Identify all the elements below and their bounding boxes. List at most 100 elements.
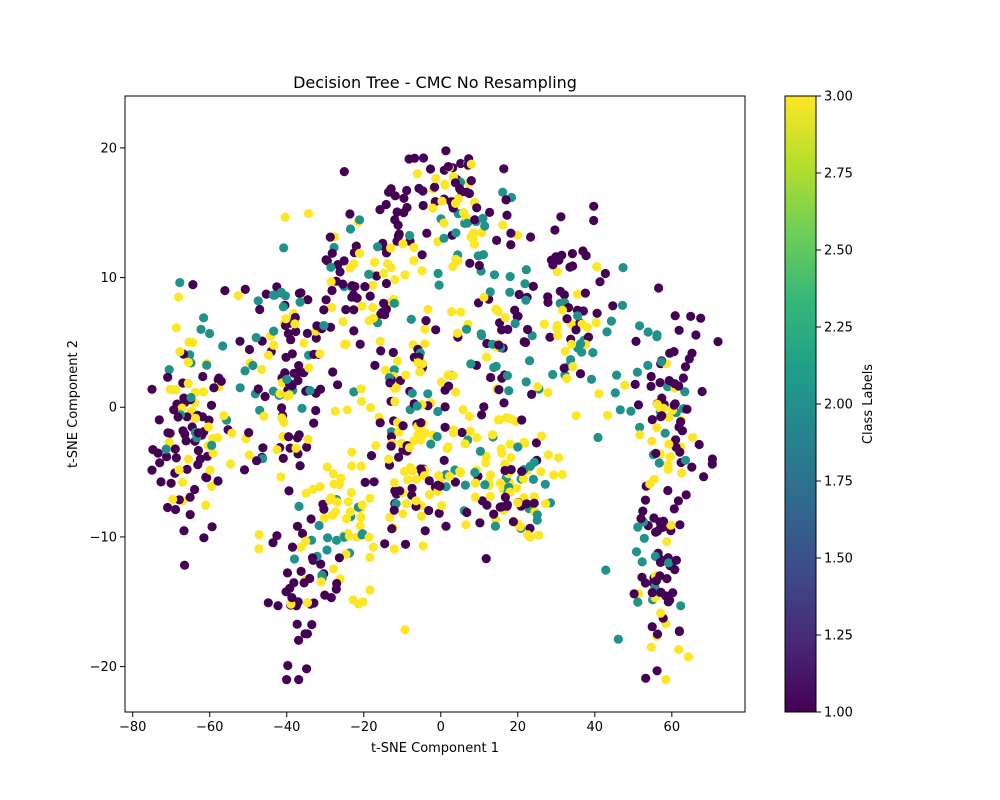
data-point — [697, 386, 707, 397]
data-point — [487, 430, 498, 440]
data-point — [424, 476, 434, 486]
data-point — [434, 471, 444, 481]
data-point — [650, 551, 661, 562]
data-point — [376, 346, 386, 356]
data-point — [656, 608, 666, 618]
data-point — [190, 413, 201, 423]
data-point — [269, 340, 279, 350]
data-point — [311, 405, 321, 416]
data-point — [475, 446, 485, 456]
data-point — [400, 625, 410, 635]
data-point — [652, 629, 663, 639]
data-point — [462, 218, 472, 228]
data-point — [193, 428, 203, 438]
data-point — [381, 278, 391, 289]
x-tick-label: 60 — [664, 720, 681, 735]
data-point — [175, 278, 185, 288]
data-point — [591, 318, 601, 328]
data-point — [470, 492, 480, 502]
data-point — [365, 403, 376, 413]
data-point — [319, 513, 329, 523]
data-point — [458, 405, 468, 415]
data-point — [543, 387, 553, 398]
data-point — [334, 479, 345, 490]
data-point — [506, 240, 516, 250]
data-point — [294, 635, 304, 645]
data-point — [433, 268, 443, 279]
data-point — [345, 507, 355, 517]
data-point — [381, 199, 391, 210]
data-point — [333, 380, 343, 390]
y-axis: −20 −10 0 10 20 — [90, 141, 125, 675]
data-point — [526, 232, 536, 242]
data-point — [657, 411, 667, 421]
data-point — [219, 411, 229, 421]
data-point — [439, 218, 449, 228]
y-axis-label: t-SNE Component 2 — [66, 340, 81, 468]
data-point — [521, 265, 531, 275]
data-point — [489, 509, 499, 519]
data-point — [346, 487, 356, 498]
data-point — [691, 330, 701, 340]
data-point — [339, 256, 349, 266]
data-point — [244, 344, 255, 355]
data-point — [293, 376, 303, 386]
data-point — [244, 450, 254, 460]
data-point — [272, 531, 282, 541]
data-point — [290, 319, 300, 329]
data-point — [404, 154, 414, 164]
data-point — [339, 167, 349, 177]
data-point — [301, 536, 311, 546]
data-point — [316, 577, 326, 587]
data-point — [661, 591, 671, 601]
data-point — [364, 532, 374, 542]
data-point — [500, 465, 510, 476]
data-point — [641, 673, 651, 683]
data-point — [658, 516, 669, 526]
data-point — [635, 321, 645, 331]
data-point — [647, 415, 657, 425]
y-tick-label: 10 — [100, 271, 117, 286]
data-point — [356, 384, 366, 394]
data-point — [494, 385, 504, 395]
data-point — [319, 320, 329, 331]
data-point — [340, 339, 350, 350]
data-point — [390, 396, 400, 407]
x-tick-label: 20 — [510, 720, 527, 735]
data-point — [646, 381, 656, 391]
data-point — [284, 432, 294, 442]
data-point — [639, 533, 649, 543]
data-point — [482, 500, 492, 510]
data-point — [296, 566, 306, 577]
data-point — [664, 412, 674, 422]
data-point — [498, 220, 508, 230]
data-point — [279, 243, 289, 253]
data-point — [379, 268, 389, 278]
data-point — [553, 453, 564, 463]
colorbar-tick-label: 1.25 — [824, 629, 853, 644]
data-point — [595, 277, 605, 287]
data-point — [460, 480, 470, 490]
data-point — [504, 386, 514, 396]
data-point — [312, 321, 322, 331]
data-point — [528, 281, 538, 291]
data-point — [322, 462, 332, 472]
data-point — [278, 453, 288, 463]
data-point — [244, 428, 254, 438]
data-point — [347, 292, 357, 302]
data-point — [470, 478, 481, 488]
data-point — [603, 410, 613, 420]
data-point — [565, 262, 575, 272]
data-point — [273, 601, 283, 611]
data-point — [317, 570, 327, 580]
data-point — [315, 384, 326, 394]
data-point — [147, 465, 157, 475]
data-point — [485, 491, 495, 501]
data-point — [646, 371, 656, 382]
data-point — [386, 441, 396, 451]
data-point — [615, 405, 625, 415]
data-point — [608, 301, 618, 311]
data-point — [485, 207, 495, 217]
data-point — [635, 430, 645, 440]
data-point — [472, 433, 482, 443]
